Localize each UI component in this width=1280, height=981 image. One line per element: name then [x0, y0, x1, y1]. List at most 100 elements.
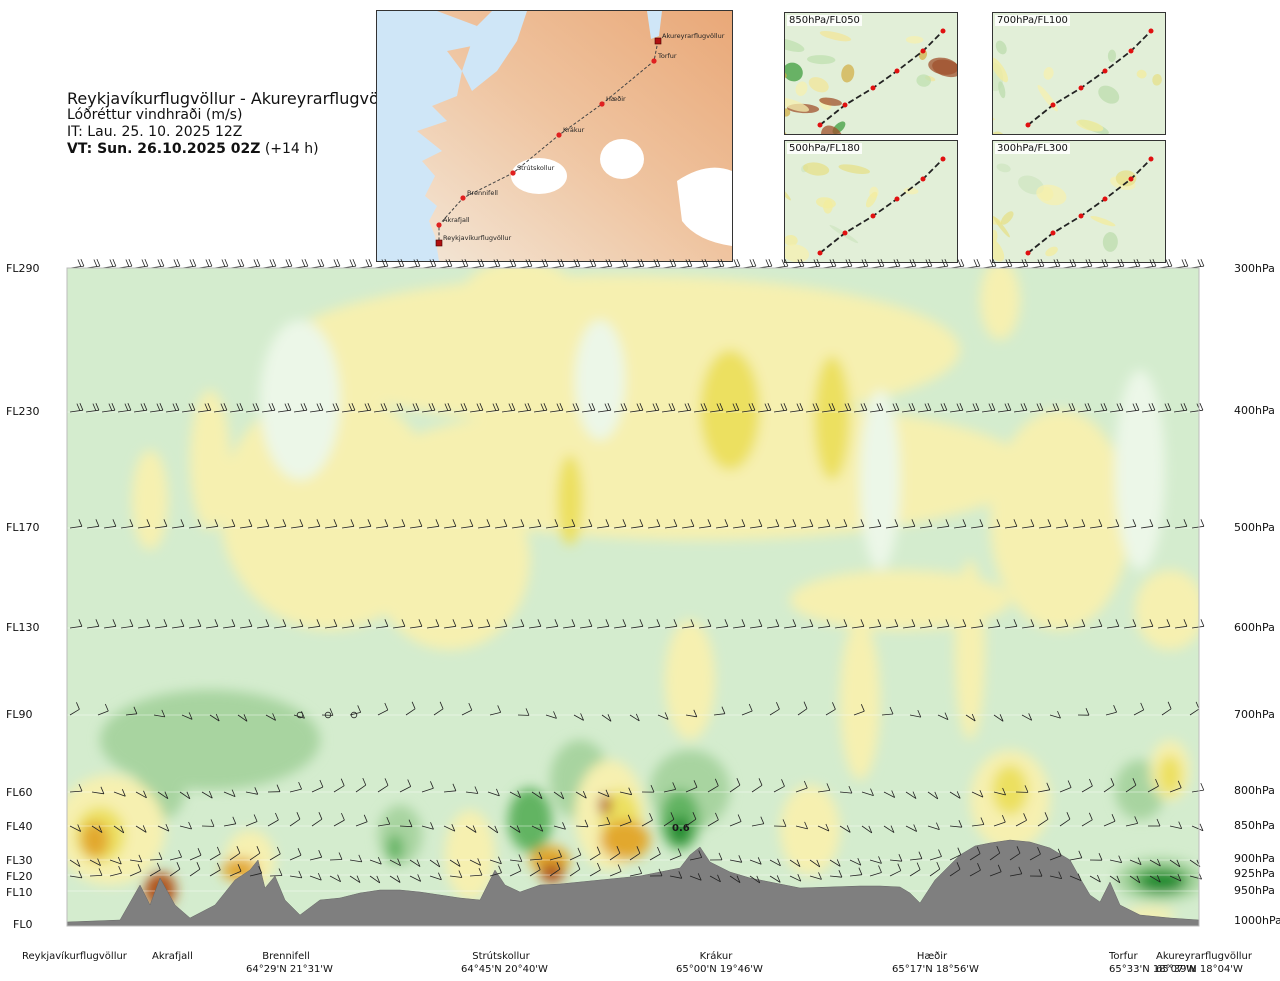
wind-barb: [494, 625, 507, 629]
wind-barb-flag: [826, 619, 831, 627]
wind-barb-flag: [204, 403, 209, 411]
wind-barb-flag: [672, 782, 677, 790]
wind-barb: [405, 708, 416, 716]
wind-barb: [89, 875, 103, 877]
wind-barb: [729, 859, 742, 863]
velocity-contour: [190, 390, 230, 530]
wind-barb: [273, 525, 286, 529]
wind-barb-flag: [616, 846, 621, 854]
wind-barb: [834, 625, 847, 629]
wind-barb-flag: [588, 403, 593, 411]
wind-barb-flag: [1100, 403, 1105, 411]
wind-barb: [469, 859, 481, 866]
wind-barb-flag: [418, 519, 423, 527]
level-map-waypoint: [870, 213, 876, 219]
wind-barb-flag: [118, 865, 122, 874]
wind-barb-flag: [1167, 403, 1172, 411]
wind-barb-flag: [605, 519, 610, 527]
wind-barb: [889, 859, 902, 862]
wind-barb-flag: [656, 258, 661, 267]
wind-barb: [773, 409, 787, 413]
wind-barb-flag: [350, 519, 355, 527]
wind-barb: [929, 868, 941, 877]
wind-barb: [120, 625, 133, 629]
velocity-contour: [387, 834, 403, 862]
wind-barb: [289, 875, 302, 879]
wind-barb-flag: [399, 403, 404, 411]
wind-barb-flag: [846, 825, 851, 833]
wind-barb: [69, 708, 80, 716]
wind-barb-flag: [77, 824, 82, 832]
wind-barb: [681, 625, 694, 629]
wind-barb: [137, 625, 150, 629]
wind-barb-flag: [1166, 619, 1171, 627]
wind-barb-flag: [428, 403, 433, 411]
wind-barb-flag: [104, 703, 109, 712]
wind-barb: [229, 852, 241, 861]
wind-barb-flag: [717, 259, 722, 267]
level-map-500: 500hPa/FL180: [784, 140, 958, 263]
wind-barb-flag: [818, 872, 822, 880]
level-map-texture: [785, 38, 805, 52]
wind-barb-flag: [537, 619, 542, 627]
wind-barb: [129, 870, 142, 877]
wind-barb-flag: [693, 780, 698, 788]
wind-barb: [309, 875, 322, 881]
wind-barb-flag: [1184, 258, 1189, 267]
wind-barb-flag: [214, 619, 219, 627]
wind-barb-flag: [1177, 873, 1182, 882]
wind-barb-flag: [164, 791, 169, 799]
wind-barb-flag: [111, 403, 116, 411]
wind-barb-flag: [588, 519, 593, 527]
wind-barb-flag: [517, 863, 522, 872]
wind-barb-flag: [800, 258, 805, 267]
wind-barb-flag: [474, 786, 479, 794]
level-map-route: [1027, 158, 1152, 254]
wind-barb-flag: [700, 403, 705, 411]
wind-barb-flag: [829, 259, 834, 267]
level-map-waypoint: [842, 230, 848, 236]
wind-barb-flag: [989, 259, 994, 267]
wind-barb-flag: [911, 403, 916, 411]
waypoint-reykjavikurflugvollur: Reykjavíkurflugvöllur: [22, 951, 127, 962]
waypoint-marker: [599, 101, 605, 107]
wind-barb: [1059, 818, 1071, 827]
wind-barb: [245, 791, 258, 795]
route-point-label: Reykjavíkurflugvöllur: [443, 234, 512, 242]
level-map-500-label: 500hPa/FL180: [787, 143, 862, 154]
wind-barb: [223, 791, 236, 797]
wind-barb-flag: [78, 519, 83, 527]
level-map-texture: [1000, 211, 1014, 225]
wind-barb-flag: [976, 258, 981, 267]
level-map-texture: [903, 187, 919, 195]
wind-barb-flag: [957, 847, 962, 855]
wind-barb-flag: [368, 258, 373, 267]
velocity-contour: [670, 816, 690, 844]
wind-barb-flag: [210, 819, 215, 827]
wind-barb-flag: [142, 825, 147, 833]
wind-barb-flag: [243, 714, 248, 722]
wind-barb-flag: [979, 619, 984, 627]
wind-barb-flag: [571, 619, 576, 627]
wind-barb-flag: [1132, 403, 1137, 411]
wind-barb-flag: [1037, 847, 1041, 855]
wind-barb-flag: [1167, 701, 1172, 709]
velocity-contour: [599, 795, 611, 815]
wind-barb: [589, 869, 601, 877]
wind-barb-flag: [188, 821, 192, 830]
wind-barb: [769, 708, 780, 716]
wind-barb: [293, 714, 305, 719]
wind-barb-flag: [1036, 403, 1041, 411]
wind-barb: [181, 714, 193, 720]
wind-barb: [290, 625, 303, 629]
wind-barb-flag: [1111, 814, 1116, 822]
lead-time: (+14 h): [264, 141, 319, 157]
wind-barb-flag: [216, 846, 221, 855]
wind-barb: [549, 409, 563, 413]
wind-barb-flag: [916, 862, 921, 870]
wind-barb: [1045, 409, 1059, 413]
wind-barb: [399, 786, 411, 793]
wind-barb-flag: [192, 258, 197, 267]
wind-barb-flag: [658, 868, 663, 877]
